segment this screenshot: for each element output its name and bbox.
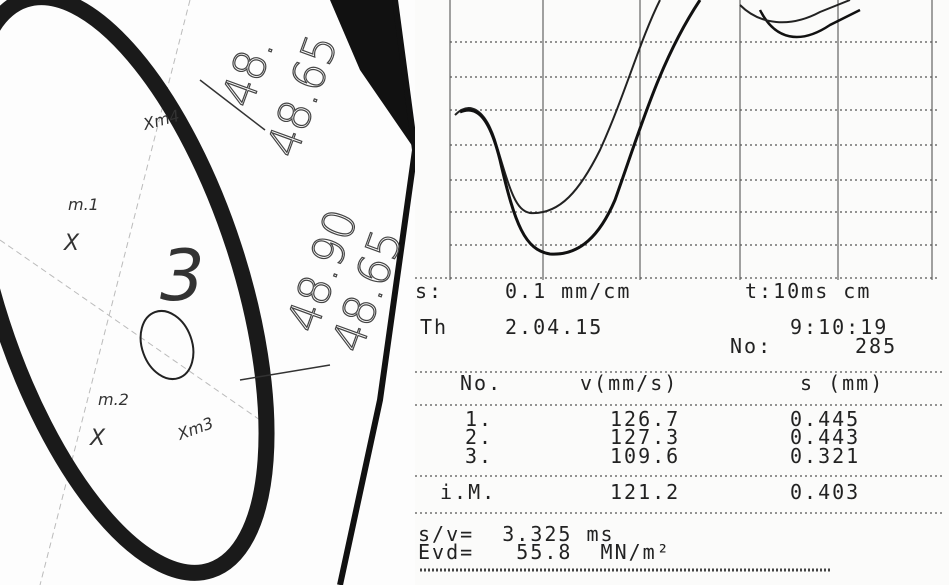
mean-cell: i.M. — [440, 480, 496, 504]
mean-cell: 0.403 — [790, 480, 860, 504]
sketch: 48. 48.65 48.90 48.65 m.1 X m.2 X Xm4 Xm… — [0, 0, 415, 585]
table-header: s (mm) — [800, 371, 884, 395]
table-cell: 0.321 — [790, 444, 860, 468]
photo: 48. 48.65 48.90 48.65 m.1 X m.2 X Xm4 Xm… — [0, 0, 949, 585]
table-cell: 3. — [465, 444, 493, 468]
table-header: No. — [460, 371, 502, 395]
time-scale: t:10ms cm — [745, 279, 871, 303]
printout: s: 0.1 mm/cm t:10ms cm Th 2.04.15 9:10:1… — [415, 0, 949, 585]
date: 2.04.15 — [505, 315, 603, 339]
number: 285 — [855, 334, 897, 358]
test-label: Th — [420, 315, 448, 339]
scale: 0.1 mm/cm — [505, 279, 631, 303]
evd: Evd= 55.8 MN/m² — [418, 540, 671, 564]
table-cell: 109.6 — [610, 444, 680, 468]
point-mark: X — [89, 426, 106, 451]
point-mark: X — [63, 231, 80, 256]
table-header: v(mm/s) — [580, 371, 678, 395]
scale-label: s: — [415, 279, 443, 303]
point-label: m.2 — [98, 390, 129, 409]
mean-cell: 121.2 — [610, 480, 680, 504]
sketch-number: 3 — [160, 235, 205, 317]
number-label: No: — [730, 334, 772, 358]
point-label: m.1 — [68, 195, 99, 214]
